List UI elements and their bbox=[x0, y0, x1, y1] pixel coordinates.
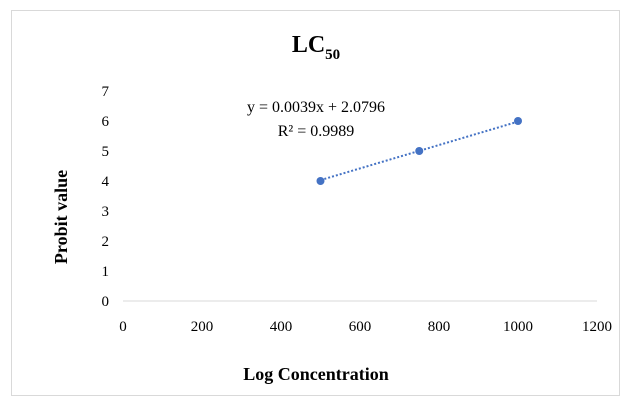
y-axis-title: Probit value bbox=[51, 170, 71, 264]
x-tick-label: 800 bbox=[428, 319, 451, 335]
y-tick-label: 6 bbox=[102, 114, 110, 130]
y-tick-label: 5 bbox=[102, 144, 110, 160]
x-tick-label: 1200 bbox=[582, 319, 612, 335]
x-tick-label: 600 bbox=[349, 319, 372, 335]
chart-title: LC50 bbox=[292, 32, 340, 63]
chart-title-subscript: 50 bbox=[325, 47, 340, 63]
r-squared-label: R² = 0.9989 bbox=[278, 123, 355, 140]
y-tick-label: 4 bbox=[102, 174, 110, 190]
data-point bbox=[514, 117, 522, 125]
x-axis-ticks: 0 200 400 600 800 1000 1200 bbox=[119, 319, 612, 335]
x-tick-label: 400 bbox=[270, 319, 293, 335]
data-points bbox=[316, 117, 522, 185]
chart-title-main: LC bbox=[292, 32, 325, 58]
trendline-equation: y = 0.0039x + 2.0796 bbox=[247, 99, 385, 116]
x-axis-title: Log Concentration bbox=[243, 364, 389, 384]
x-tick-label: 200 bbox=[191, 319, 214, 335]
y-tick-label: 0 bbox=[102, 294, 110, 310]
data-point bbox=[316, 177, 325, 185]
x-tick-label: 0 bbox=[119, 319, 127, 335]
data-point bbox=[415, 147, 424, 155]
x-tick-label: 1000 bbox=[503, 319, 533, 335]
y-axis-ticks: 0 1 2 3 4 5 6 7 bbox=[102, 84, 110, 310]
y-tick-label: 7 bbox=[102, 84, 110, 100]
y-tick-label: 2 bbox=[102, 234, 110, 250]
y-tick-label: 3 bbox=[102, 204, 110, 220]
chart-border bbox=[11, 10, 620, 396]
y-tick-label: 1 bbox=[102, 264, 110, 280]
